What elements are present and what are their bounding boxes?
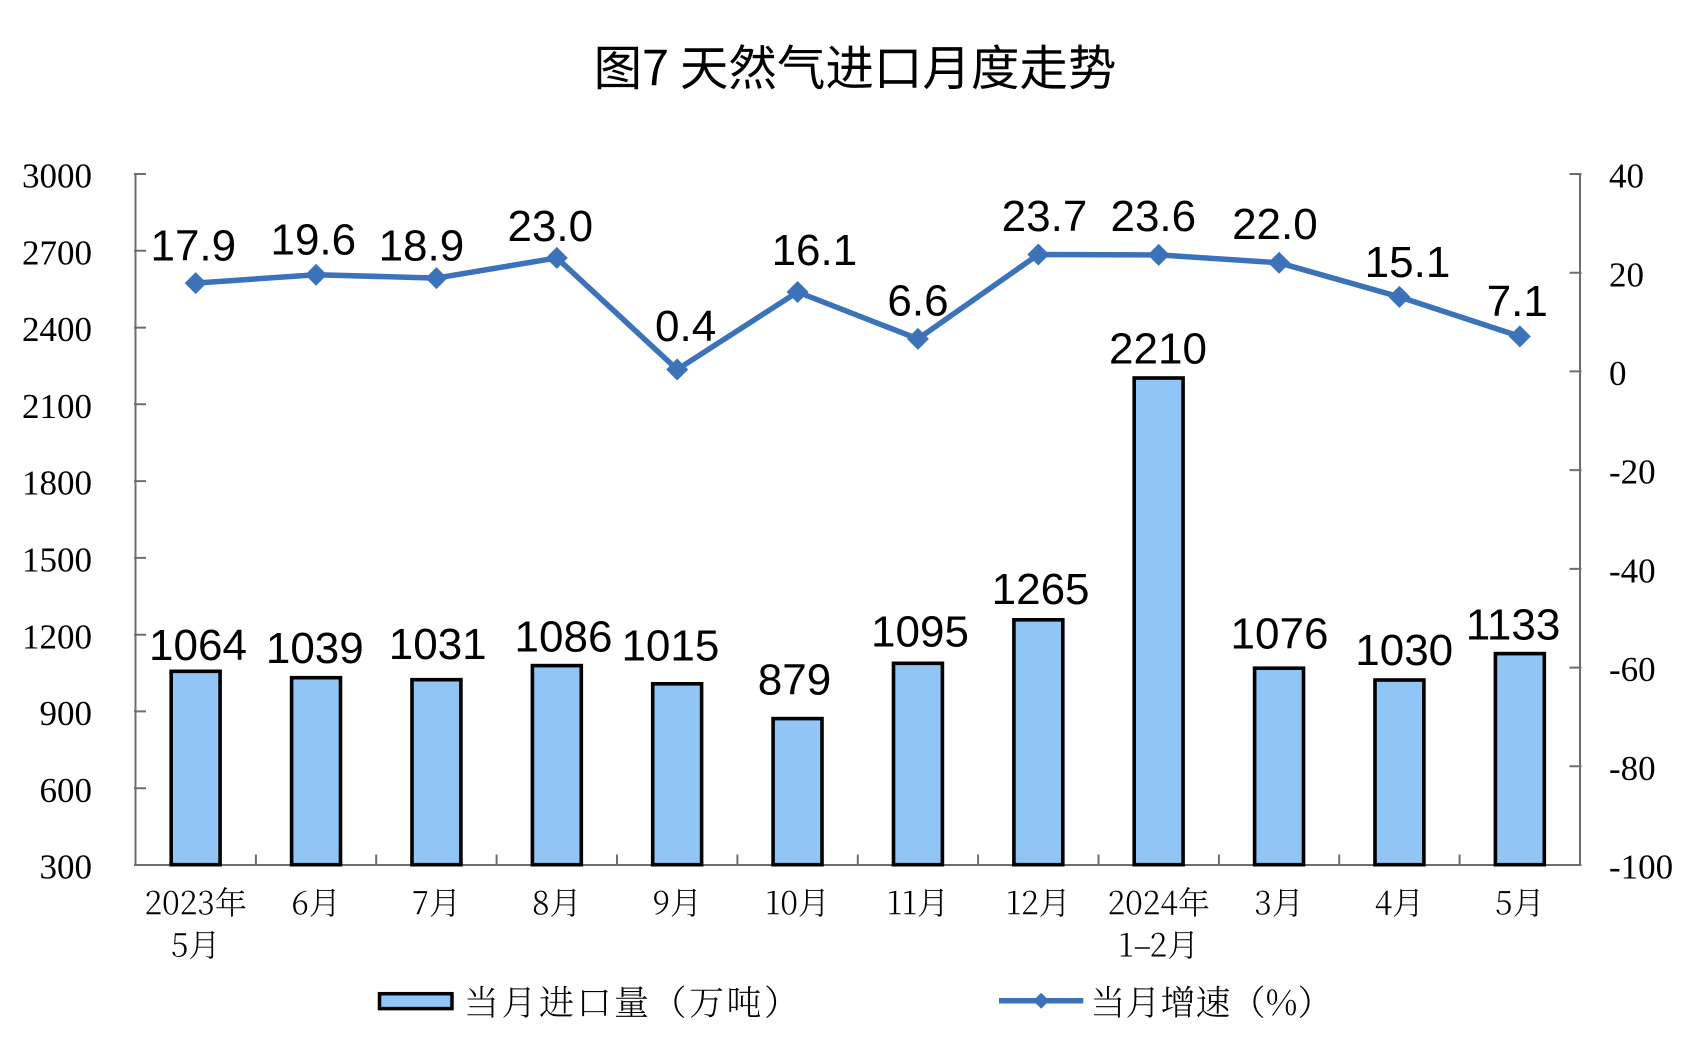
svg-text:1200: 1200 [22,617,92,656]
svg-text:0: 0 [1609,354,1627,393]
svg-text:1076: 1076 [1231,609,1329,658]
svg-text:18.9: 18.9 [379,221,465,270]
svg-text:300: 300 [40,848,93,887]
svg-text:23.6: 23.6 [1110,192,1196,241]
svg-text:-100: -100 [1609,848,1673,887]
svg-text:20: 20 [1609,255,1644,294]
svg-text:1095: 1095 [871,607,969,656]
svg-text:1064: 1064 [149,621,247,670]
svg-text:17.9: 17.9 [150,222,236,271]
svg-text:900: 900 [40,694,93,733]
svg-text:2210: 2210 [1109,324,1207,373]
svg-text:1015: 1015 [621,622,719,671]
svg-text:1500: 1500 [22,541,92,580]
svg-text:6.6: 6.6 [887,277,948,326]
svg-text:-80: -80 [1609,749,1656,788]
svg-text:15.1: 15.1 [1365,238,1451,287]
svg-text:19.6: 19.6 [270,216,356,265]
svg-text:22.0: 22.0 [1232,200,1318,249]
svg-text:-40: -40 [1609,552,1656,591]
svg-text:1133: 1133 [1466,600,1561,649]
svg-text:2100: 2100 [22,387,92,426]
svg-text:3000: 3000 [22,157,92,196]
svg-text:1265: 1265 [992,565,1090,614]
svg-text:1039: 1039 [266,624,364,673]
svg-text:1086: 1086 [515,613,613,662]
svg-text:40: 40 [1609,157,1644,196]
svg-text:16.1: 16.1 [772,226,858,275]
svg-text:2700: 2700 [22,233,92,272]
svg-text:2400: 2400 [22,310,92,349]
svg-text:-20: -20 [1609,453,1656,492]
svg-text:0.4: 0.4 [655,302,716,351]
svg-text:600: 600 [40,771,93,810]
svg-text:1800: 1800 [22,464,92,503]
svg-text:-60: -60 [1609,650,1656,689]
svg-text:23.7: 23.7 [1002,192,1088,241]
svg-text:1030: 1030 [1355,626,1453,675]
svg-text:1031: 1031 [389,620,487,669]
svg-text:23.0: 23.0 [507,202,593,251]
svg-text:879: 879 [758,656,831,705]
svg-text:7.1: 7.1 [1487,277,1548,326]
